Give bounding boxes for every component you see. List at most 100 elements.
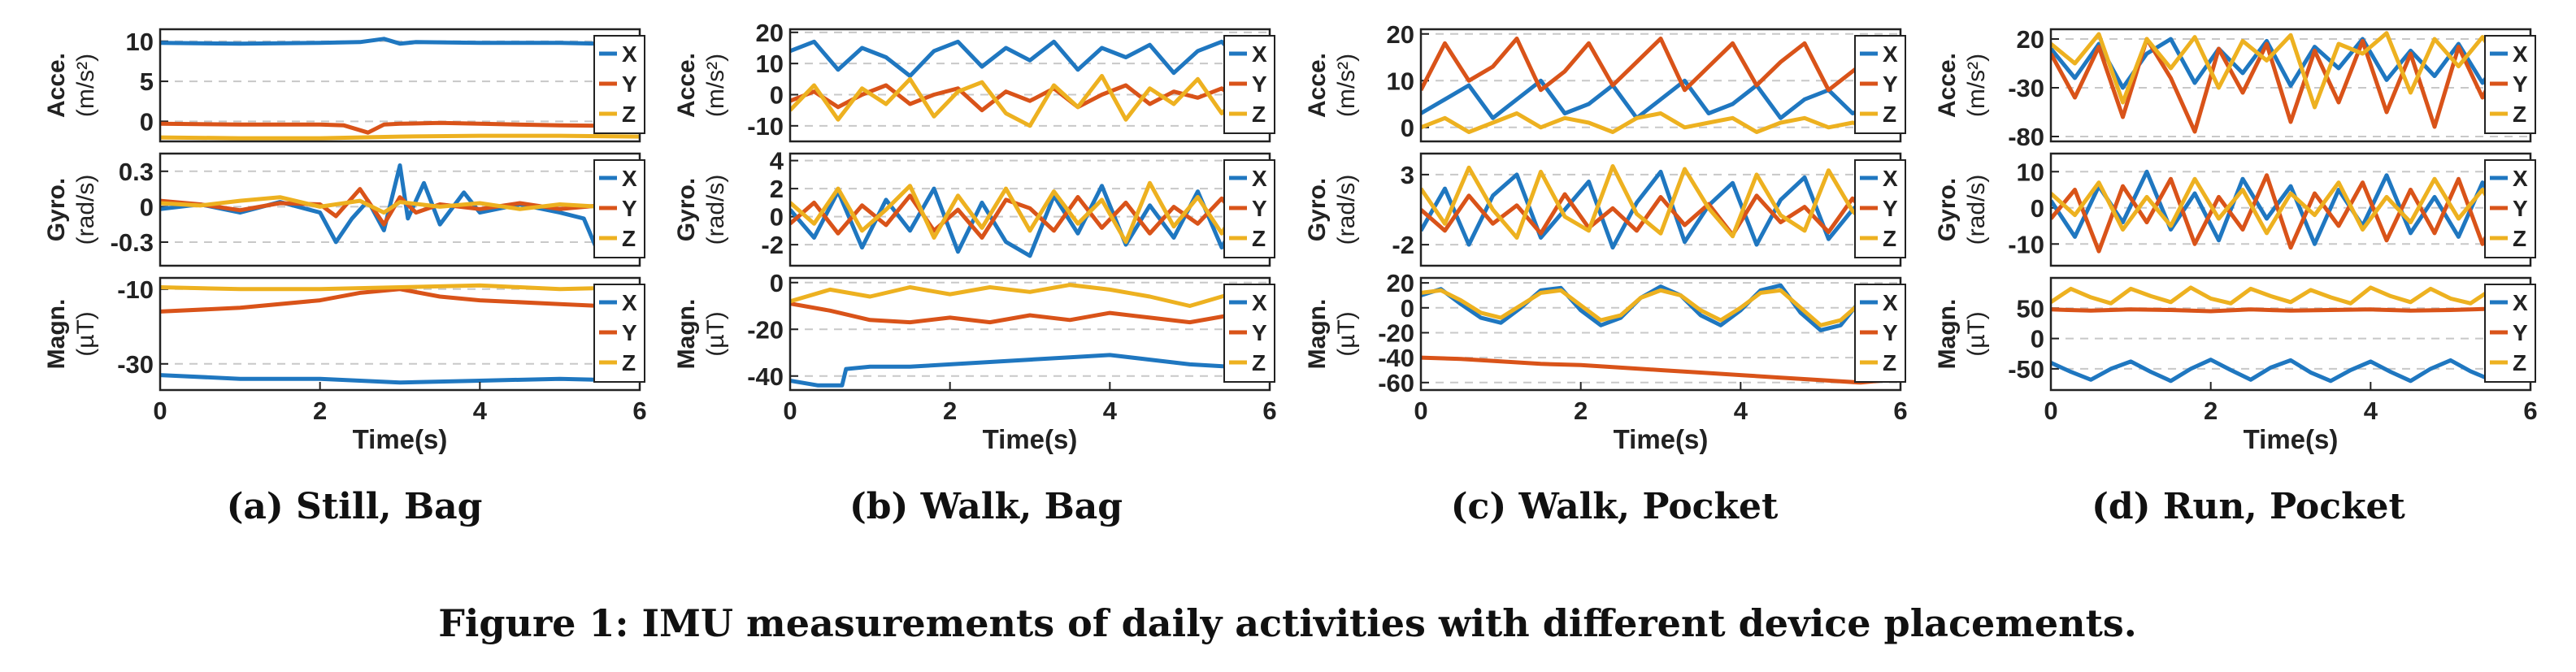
chart3-panel0-ytick-label: -30 xyxy=(2008,74,2044,102)
chart3-panel0-ylabel: Acce. xyxy=(1934,53,1961,118)
chart3-panel0-yunit: (m/s²) xyxy=(1963,54,1990,117)
chart2-panel2-frame xyxy=(1419,276,1902,392)
chart2-panel1-legend-label-z: Z xyxy=(1883,226,1896,251)
chart0-panel0-legend-label-z: Z xyxy=(622,102,636,127)
chart0-panel2-legend-label-z: Z xyxy=(622,350,636,375)
chart0-panel0-ylabel: Acce. xyxy=(43,53,70,118)
chart1-panel2-ylabel: Magn. xyxy=(673,299,700,370)
chart1-panel1-series-z-line xyxy=(790,180,1270,245)
chart2-panel2-legend-label-z: Z xyxy=(1883,350,1896,375)
chart3-xtick-label: 0 xyxy=(2044,397,2057,425)
chart1-panel0-ylabel: Acce. xyxy=(673,53,700,118)
chart3-panel0-series-y-line xyxy=(2051,37,2530,134)
chart1-xtick-label: 2 xyxy=(943,397,957,425)
chart2-panel2-ytick-label: -40 xyxy=(1378,344,1414,372)
chart3-panel1-ylabel: Gyro. xyxy=(1934,178,1961,241)
chart0-panel0-yunit: (m/s²) xyxy=(72,54,99,117)
chart0-panel0-ytick-label: 0 xyxy=(140,107,154,136)
chart2-xtick-label: 6 xyxy=(1893,397,1907,425)
chart1-panel2-legend-label-y: Y xyxy=(1252,320,1267,345)
chart2-panel1-series-z-line xyxy=(1421,164,1901,240)
chart1-panel0-series-x-line xyxy=(790,39,1270,78)
chart0-panel0-series-z-line xyxy=(160,133,640,141)
chart1-panel1-ylabel: Gyro. xyxy=(673,178,700,241)
chart3-panel2-ytick-label: -50 xyxy=(2008,355,2044,384)
chart0-xtick-label: 2 xyxy=(313,397,327,425)
chart0-panel2-ylabel: Magn. xyxy=(43,299,70,370)
chart2-panel1-yunit: (rad/s) xyxy=(1333,175,1360,245)
chart3-panel1-legend-label-y: Y xyxy=(2513,196,2528,221)
chart1-panel1-ytick-label: -2 xyxy=(761,231,784,259)
chart3-panel1-series-x-line xyxy=(2051,169,2530,246)
chart1-panel0-ytick-label: 20 xyxy=(756,19,784,47)
chart0-panel1-legend-label-y: Y xyxy=(622,196,637,221)
chart2-panel0-series-z-line xyxy=(1421,111,1901,134)
chart0-panel1-legend-label-x: X xyxy=(622,166,637,191)
chart3-xtick-label: 2 xyxy=(2204,397,2218,425)
chart3-xtick-label: 4 xyxy=(2364,397,2378,425)
chart1-panel2-series-x-line xyxy=(790,353,1270,388)
chart3-panel1-ytick-label: 0 xyxy=(2031,194,2044,223)
subfigure-caption-c: (c) Walk, Pocket xyxy=(1450,486,1779,527)
chart1-panel1-legend-label-y: Y xyxy=(1252,196,1267,221)
chart0-panel2-legend-label-x: X xyxy=(622,290,637,315)
chart2-panel1-series-x-line xyxy=(1421,169,1901,250)
chart0-panel1-ytick-label: 0 xyxy=(140,193,154,221)
chart0-xtick-label: 4 xyxy=(473,397,488,425)
chart3-panel2-ytick-label: 50 xyxy=(2017,294,2044,323)
subfigure-caption-b: (b) Walk, Bag xyxy=(849,486,1123,527)
chart0-panel2-series-y-line xyxy=(160,287,640,314)
chart3-panel2-ytick-label: 0 xyxy=(2031,325,2044,353)
chart1-panel0-yunit: (m/s²) xyxy=(702,54,729,117)
chart2-panel2-ytick-label: 0 xyxy=(1401,294,1414,323)
chart1-panel2-legend-label-z: Z xyxy=(1252,350,1266,375)
chart2-panel1-legend-label-x: X xyxy=(1883,166,1898,191)
chart0-panel0-series-y-line xyxy=(160,120,640,135)
chart1-panel1-legend-label-z: Z xyxy=(1252,226,1266,251)
chart1-panel2-yunit: (µT) xyxy=(702,311,729,357)
chart3-panel2-legend-label-y: Y xyxy=(2513,320,2528,345)
chart1-panel1-ytick-label: 2 xyxy=(770,175,784,203)
chart1-panel0-series-z-line xyxy=(790,74,1270,128)
chart0-panel0-ytick-label: 5 xyxy=(140,67,154,96)
chart1-panel2-series-y-line xyxy=(790,301,1270,325)
chart0-panel1-series-z-line xyxy=(160,195,640,215)
chart3-panel2-series-z-line xyxy=(2051,285,2530,306)
chart1-panel1-ytick-label: 0 xyxy=(770,203,784,232)
chart3-panel1-yunit: (rad/s) xyxy=(1963,175,1990,245)
chart0-xtick-label: 0 xyxy=(153,397,167,425)
chart2-panel0-series-x-line xyxy=(1421,78,1901,120)
chart1-panel0-ytick-label: 10 xyxy=(756,50,784,78)
chart2-panel2-legend-label-y: Y xyxy=(1883,320,1898,345)
chart1-xtick-label: 6 xyxy=(1262,397,1276,425)
chart1-xtick-label: 0 xyxy=(783,397,797,425)
chart1-panel1-legend-label-x: X xyxy=(1252,166,1267,191)
chart2-xtick-label: 4 xyxy=(1734,397,1748,425)
chart2-panel2-ytick-label: -20 xyxy=(1378,319,1414,347)
chart3-panel0-series-z-line xyxy=(2051,31,2530,110)
chart3-panel2-ylabel: Magn. xyxy=(1934,299,1961,370)
chart3-panel1-legend-label-z: Z xyxy=(2513,226,2526,251)
chart2-panel0-ylabel: Acce. xyxy=(1304,53,1331,118)
chart2-panel0-ytick-label: 20 xyxy=(1387,20,1414,49)
figure-caption: Figure 1: IMU measurements of daily acti… xyxy=(438,601,2137,645)
chart2-panel2-ytick-label: -60 xyxy=(1378,369,1414,397)
chart0-panel1-ytick-label: 0.3 xyxy=(119,158,154,186)
subfigure-caption-a: (a) Still, Bag xyxy=(226,486,483,527)
chart3-xlabel: Time(s) xyxy=(2244,424,2339,454)
chart0-xtick-label: 6 xyxy=(632,397,646,425)
chart2-panel1-legend-label-y: Y xyxy=(1883,196,1898,221)
chart3-panel0-legend-label-z: Z xyxy=(2513,102,2526,127)
chart0-panel0-legend-label-y: Y xyxy=(622,72,637,97)
chart0-panel2-series-z-line xyxy=(160,283,640,292)
chart2-panel1-ytick-label: 3 xyxy=(1401,161,1414,189)
chart0-panel1-yunit: (rad/s) xyxy=(72,175,99,245)
chart3-panel0-ytick-label: -80 xyxy=(2008,123,2044,151)
chart3-panel0-legend-label-x: X xyxy=(2513,41,2528,67)
chart1-panel1-series-y-line xyxy=(790,193,1270,240)
chart2-panel2-series-z-line xyxy=(1421,288,1901,327)
chart2-panel2-ytick-label: 20 xyxy=(1387,269,1414,297)
chart2-panel0-legend-label-x: X xyxy=(1883,41,1898,67)
chart2-panel0-ytick-label: 0 xyxy=(1401,114,1414,142)
